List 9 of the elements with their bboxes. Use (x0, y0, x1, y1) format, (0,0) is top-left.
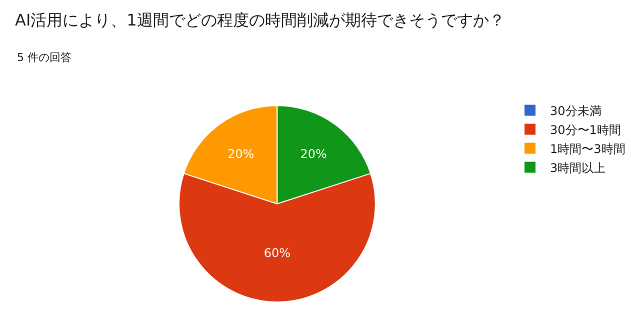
legend-label: 30分未満 (550, 104, 602, 118)
data-label: 60% (264, 246, 291, 260)
data-label: 20% (228, 146, 254, 161)
legend-label: 3時間以上 (550, 160, 606, 175)
chart-title: AI活用により、1週間でどの程度の時間削減が期待できそうですか？ (15, 10, 505, 30)
text: 5 件の回答 (17, 51, 72, 64)
data-label: 20% (300, 146, 327, 161)
legend-label: 30分〜1時間 (550, 122, 621, 137)
legend-label: 1時間〜3時間 (550, 142, 626, 156)
